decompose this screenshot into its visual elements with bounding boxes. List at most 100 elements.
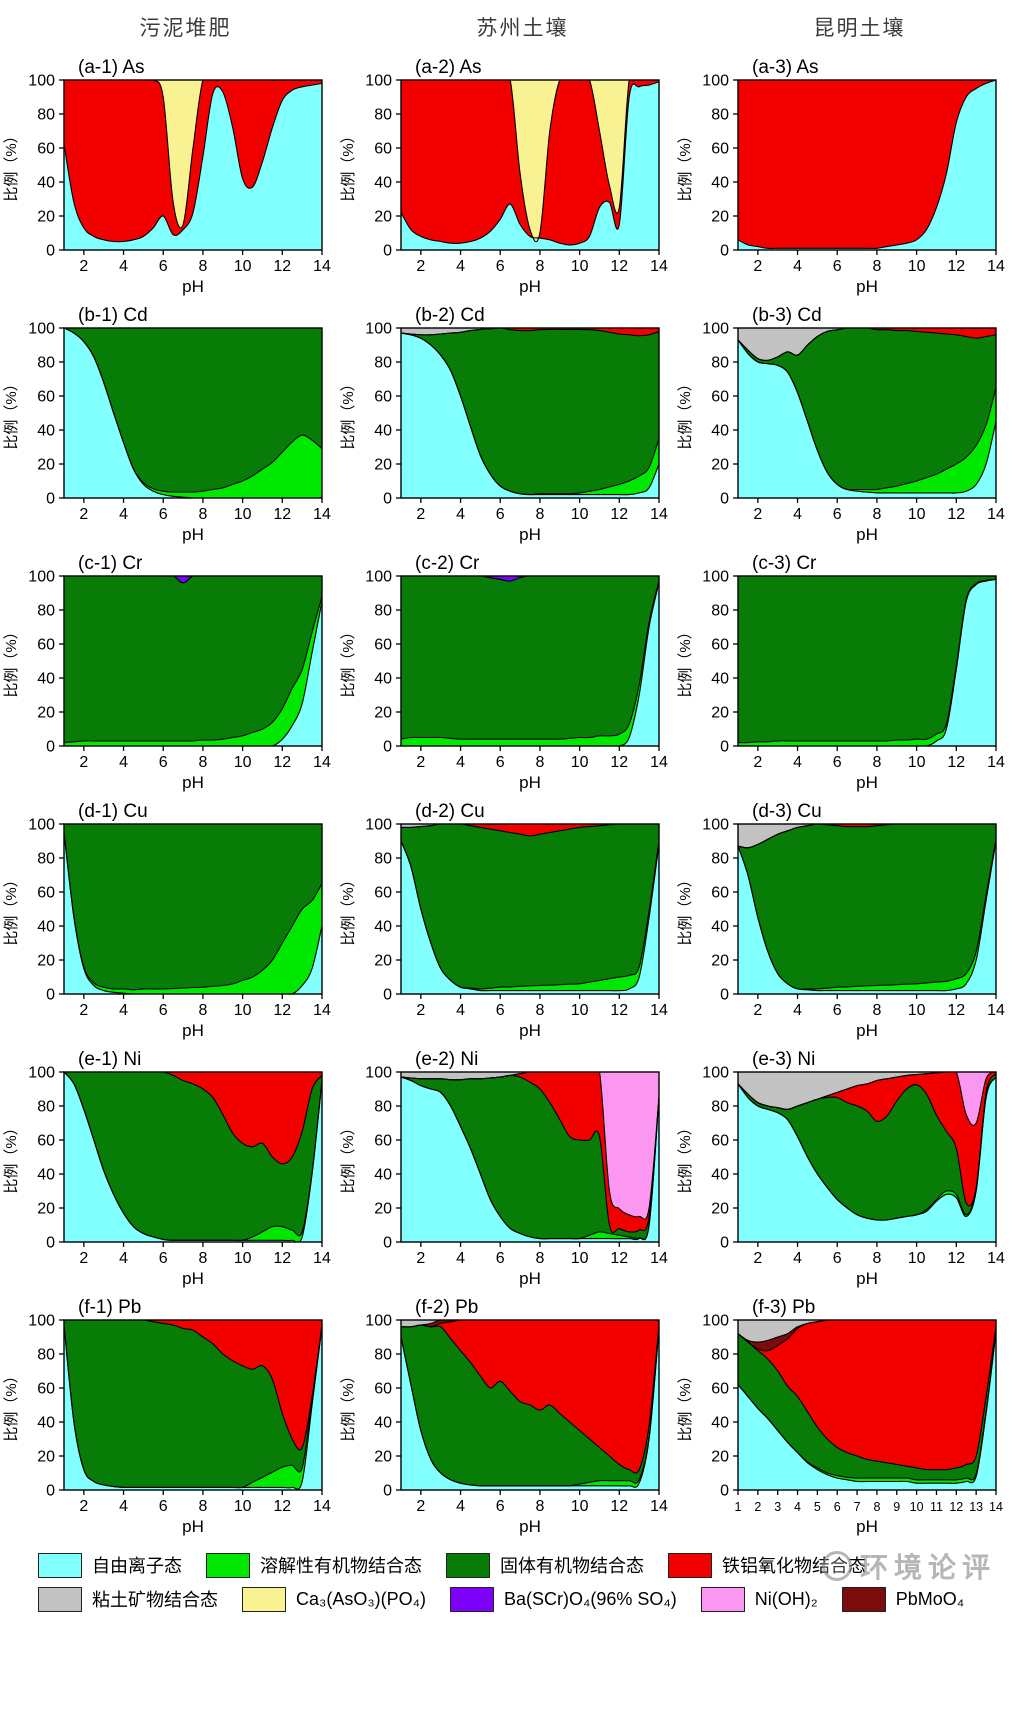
- y-tick-label: 60: [374, 637, 392, 654]
- x-tick-label: 4: [119, 1498, 128, 1515]
- x-tick-label: 8: [198, 1250, 207, 1267]
- area-solid-d-1: [64, 824, 322, 990]
- y-axis-label: 比例（%）: [340, 376, 357, 449]
- area-feal-e-2: [401, 1072, 659, 1233]
- legend-item-free: 自由离子态: [38, 1552, 182, 1578]
- area-free-d-2: [401, 841, 659, 994]
- y-axis-label: 比例（%）: [340, 624, 357, 697]
- legend-label-pbmo: PbMoO₄: [895, 1588, 965, 1609]
- y-axis-label: 比例（%）: [677, 1368, 694, 1441]
- y-tick-label: 40: [374, 175, 392, 192]
- x-axis-label: pH: [519, 1269, 541, 1288]
- area-dis-b-1: [64, 328, 322, 498]
- x-tick-label: 4: [793, 1002, 802, 1019]
- legend-item-feal: 铁铝氧化物结合态: [668, 1552, 866, 1578]
- area-solid-b-3: [738, 328, 996, 490]
- panel-chart-d-2: 0 20 40 60 80 100 2 4 6 8 10 12 14 pH 比例（%） (d-2) Cu: [340, 801, 668, 1040]
- x-tick-label: 6: [496, 506, 505, 523]
- panel-c-1: 0 20 40 60 80 100 2 4 6 8 10 12 14 pH 比例（%） (c-1) Cr: [0, 550, 337, 798]
- x-tick-label: 12: [273, 1498, 291, 1515]
- panel-title-d-2: (d-2) Cu: [415, 801, 485, 822]
- legend-label-ni: Ni(OH)₂: [754, 1588, 818, 1609]
- area-ca-a-2: [401, 80, 659, 242]
- y-tick-label: 80: [37, 355, 55, 372]
- y-tick-label: 40: [37, 175, 55, 192]
- area-free-b-2: [401, 333, 659, 498]
- x-tick-label: 8: [535, 1250, 544, 1267]
- y-tick-label: 20: [37, 705, 55, 722]
- legend: 自由离子态 溶解性有机物结合态 固体有机物结合态 铁铝氧化物结合态 粘土矿物结合态 Ca₃…: [38, 1551, 998, 1612]
- area-solid-b-2: [401, 328, 659, 495]
- y-tick-label: 20: [374, 1201, 392, 1218]
- x-axis-label: pH: [519, 773, 541, 792]
- y-tick-label: 20: [374, 457, 392, 474]
- x-tick-label: 11: [930, 1500, 943, 1514]
- area-feal-f-1: [64, 1320, 322, 1450]
- x-tick-label: 12: [273, 1250, 291, 1267]
- x-tick-label: 14: [313, 1002, 331, 1019]
- y-tick-label: 100: [702, 321, 729, 338]
- area-feal-a-1: [64, 80, 322, 242]
- x-tick-label: 2: [79, 1498, 88, 1515]
- panel-d-3: 0 20 40 60 80 100 2 4 6 8 10 12 14 pH 比例（%） (d-3) Cu: [674, 798, 1011, 1046]
- x-tick-label: 8: [872, 258, 881, 275]
- x-axis-label: pH: [182, 773, 204, 792]
- y-tick-label: 40: [711, 1167, 729, 1184]
- y-axis-label: 比例（%）: [3, 872, 20, 945]
- y-axis-label: 比例（%）: [340, 128, 357, 201]
- panel-chart-b-1: 0 20 40 60 80 100 2 4 6 8 10 12 14 pH 比例（%） (b-1) Cd: [3, 305, 331, 544]
- y-tick-label: 80: [37, 107, 55, 124]
- panel-f-3: 0 20 40 60 80 100 1 2 3 4 5 6 7 8 9 10 11 12 13 14 pH 比例（%） (f…: [674, 1294, 1011, 1542]
- y-tick-label: 60: [711, 1381, 729, 1398]
- y-tick-label: 20: [37, 457, 55, 474]
- legend-item-pbmo: PbMoO₄: [841, 1586, 965, 1612]
- x-tick-label: 10: [571, 1250, 589, 1267]
- x-tick-label: 2: [754, 1500, 761, 1514]
- x-tick-label: 6: [496, 1002, 505, 1019]
- legend-label-ca: Ca₃(AsO₃)(PO₄): [296, 1588, 427, 1609]
- y-tick-label: 100: [28, 569, 55, 586]
- legend-label-feal: 铁铝氧化物结合态: [722, 1556, 866, 1576]
- y-tick-label: 20: [37, 1201, 55, 1218]
- y-tick-label: 60: [711, 389, 729, 406]
- x-tick-label: 2: [79, 1002, 88, 1019]
- area-solid-c-3: [738, 576, 996, 743]
- x-tick-label: 8: [535, 1498, 544, 1515]
- y-tick-label: 40: [374, 919, 392, 936]
- area-clay-b-3: [738, 328, 996, 361]
- x-tick-label: 6: [159, 258, 168, 275]
- y-tick-label: 40: [711, 423, 729, 440]
- x-tick-label: 4: [119, 1250, 128, 1267]
- area-solid-e-2: [401, 1075, 659, 1240]
- panel-c-3: 0 20 40 60 80 100 2 4 6 8 10 12 14 pH 比例（%） (c-3) Cr: [674, 550, 1011, 798]
- column-title-sludge-compost: 污泥堆肥: [139, 17, 232, 40]
- column-title-kunming-soil: 昆明土壤: [813, 17, 906, 40]
- x-tick-label: 12: [273, 258, 291, 275]
- x-tick-label: 14: [650, 506, 668, 523]
- y-tick-label: 20: [37, 1449, 55, 1466]
- y-axis-label: 比例（%）: [3, 1120, 20, 1193]
- x-tick-label: 12: [949, 1500, 963, 1514]
- legend-item-ni: Ni(OH)₂: [700, 1586, 818, 1612]
- panel-chart-f-2: 0 20 40 60 80 100 2 4 6 8 10 12 14 pH 比例（%） (f-2) Pb: [340, 1297, 668, 1536]
- y-tick-label: 20: [37, 209, 55, 226]
- x-tick-label: 12: [947, 1002, 965, 1019]
- x-tick-label: 8: [872, 1250, 881, 1267]
- y-tick-label: 20: [711, 1449, 729, 1466]
- x-tick-label: 2: [79, 754, 88, 771]
- x-tick-label: 12: [273, 506, 291, 523]
- x-axis-label: pH: [856, 1021, 878, 1040]
- legend-label-solid: 固体有机物结合态: [500, 1556, 644, 1576]
- area-free-f-3: [738, 1331, 996, 1490]
- y-tick-label: 100: [365, 73, 392, 90]
- chart-grid: 0 20 40 60 80 100 2 4 6 8 10 12 14 pH 比例（%） (a-1) As 0 20…: [0, 54, 1013, 1542]
- panel-title-e-1: (e-1) Ni: [78, 1049, 141, 1070]
- x-tick-label: 10: [234, 1498, 252, 1515]
- panel-title-c-2: (c-2) Cr: [415, 553, 480, 574]
- x-tick-label: 14: [650, 1002, 668, 1019]
- x-tick-label: 10: [908, 1002, 926, 1019]
- x-tick-label: 10: [908, 754, 926, 771]
- y-tick-label: 80: [374, 107, 392, 124]
- y-tick-label: 80: [711, 107, 729, 124]
- x-tick-label: 12: [610, 506, 628, 523]
